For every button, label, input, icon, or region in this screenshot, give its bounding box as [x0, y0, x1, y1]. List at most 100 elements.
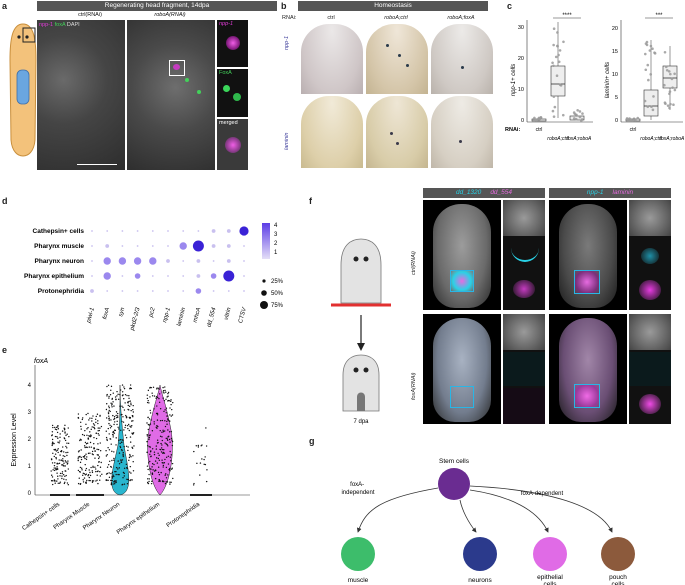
- g-arrow-muscle: [356, 487, 439, 533]
- e-point: [165, 412, 167, 414]
- e-point: [129, 455, 131, 457]
- panel-f-header-right: npp-1 laminin: [549, 188, 671, 198]
- e-point: [166, 418, 169, 420]
- d-dot: [182, 275, 185, 277]
- e-point: [122, 421, 125, 423]
- e-point: [67, 451, 69, 454]
- e-point: [98, 461, 100, 463]
- e-point: [150, 419, 152, 421]
- e-point: [109, 424, 111, 427]
- e-point: [55, 456, 57, 459]
- e-point: [56, 449, 59, 451]
- e-point: [157, 452, 159, 454]
- e-point: [107, 384, 110, 386]
- e-tick-3: 3: [28, 410, 32, 416]
- e-point: [162, 389, 165, 392]
- e-point: [160, 442, 162, 445]
- e-point: [94, 466, 96, 468]
- e-point: [146, 465, 149, 467]
- e-point: [65, 451, 67, 454]
- e-point: [117, 426, 119, 429]
- e-point: [82, 474, 84, 477]
- e-point: [158, 478, 160, 481]
- e-point: [162, 480, 164, 482]
- e-point: [169, 414, 171, 416]
- e-point: [171, 440, 174, 443]
- e-point: [115, 411, 118, 413]
- e-point: [65, 474, 67, 477]
- e-point: [77, 458, 79, 460]
- e-point: [166, 481, 169, 483]
- panel-a-inset-npp: npp-1: [217, 20, 248, 67]
- e-point: [161, 439, 164, 442]
- e-point: [85, 453, 87, 455]
- c-left-tick-10: 10: [518, 87, 524, 93]
- d-row-label: Protonephridia: [38, 288, 85, 295]
- c-dot: [631, 119, 634, 122]
- d-dot: [91, 260, 93, 262]
- c-left-tick-30: 30: [518, 25, 524, 31]
- d-dot: [179, 242, 187, 250]
- e-point: [151, 473, 154, 475]
- e-point: [51, 424, 54, 427]
- c-sig-left: ****: [562, 13, 572, 19]
- d-col-label: mhcA: [193, 307, 203, 323]
- e-point: [85, 481, 87, 484]
- e-point: [171, 414, 174, 416]
- e-point: [100, 425, 103, 428]
- e-point: [201, 458, 203, 460]
- e-point: [148, 446, 150, 448]
- e-point: [112, 430, 115, 433]
- d-col-label: CTSV: [238, 306, 248, 324]
- e-point: [64, 465, 66, 467]
- e-point: [51, 431, 54, 433]
- e-point: [170, 460, 172, 462]
- e-point: [96, 474, 98, 476]
- e-point: [64, 439, 67, 442]
- e-point: [170, 400, 172, 403]
- e-point: [160, 471, 162, 474]
- e-point: [93, 436, 95, 439]
- d-dot: [90, 289, 94, 293]
- e-point: [110, 479, 112, 482]
- e-point: [59, 440, 61, 442]
- e-point: [91, 471, 94, 474]
- c-right-x-foxA: foxA;roboA: [660, 136, 685, 142]
- d-dot: [226, 229, 231, 233]
- e-point: [97, 443, 99, 445]
- e-point: [79, 461, 82, 464]
- e-point: [54, 453, 57, 455]
- e-point: [148, 478, 151, 480]
- e-point: [204, 456, 206, 458]
- e-point: [51, 444, 53, 447]
- e-point: [108, 476, 111, 479]
- e-point: [99, 466, 102, 468]
- d-row-label: Pharynx neuron: [35, 258, 85, 265]
- d-scale-4: 4: [274, 223, 278, 229]
- e-point: [122, 451, 124, 454]
- panel-b-header: Homeostasis: [298, 1, 488, 11]
- e-point: [146, 451, 148, 454]
- e-point: [113, 481, 115, 483]
- f-row-foxA: foxA(RNAi): [411, 372, 417, 400]
- e-point: [91, 450, 94, 453]
- e-point: [80, 456, 82, 459]
- e-point: [57, 478, 59, 480]
- e-point: [110, 472, 112, 475]
- e-point: [77, 459, 79, 462]
- e-point: [123, 472, 125, 475]
- e-point: [89, 441, 92, 444]
- e-point: [80, 458, 83, 461]
- e-point: [57, 424, 59, 427]
- e-point: [133, 445, 135, 447]
- e-point: [114, 396, 117, 398]
- e-point: [162, 397, 164, 399]
- e-point: [159, 407, 162, 410]
- e-point: [89, 417, 91, 419]
- e-point: [157, 425, 159, 428]
- e-point: [59, 436, 61, 438]
- e-point: [106, 403, 108, 405]
- e-point: [123, 475, 126, 477]
- d-dot: [91, 245, 93, 247]
- d-dot: [243, 275, 245, 277]
